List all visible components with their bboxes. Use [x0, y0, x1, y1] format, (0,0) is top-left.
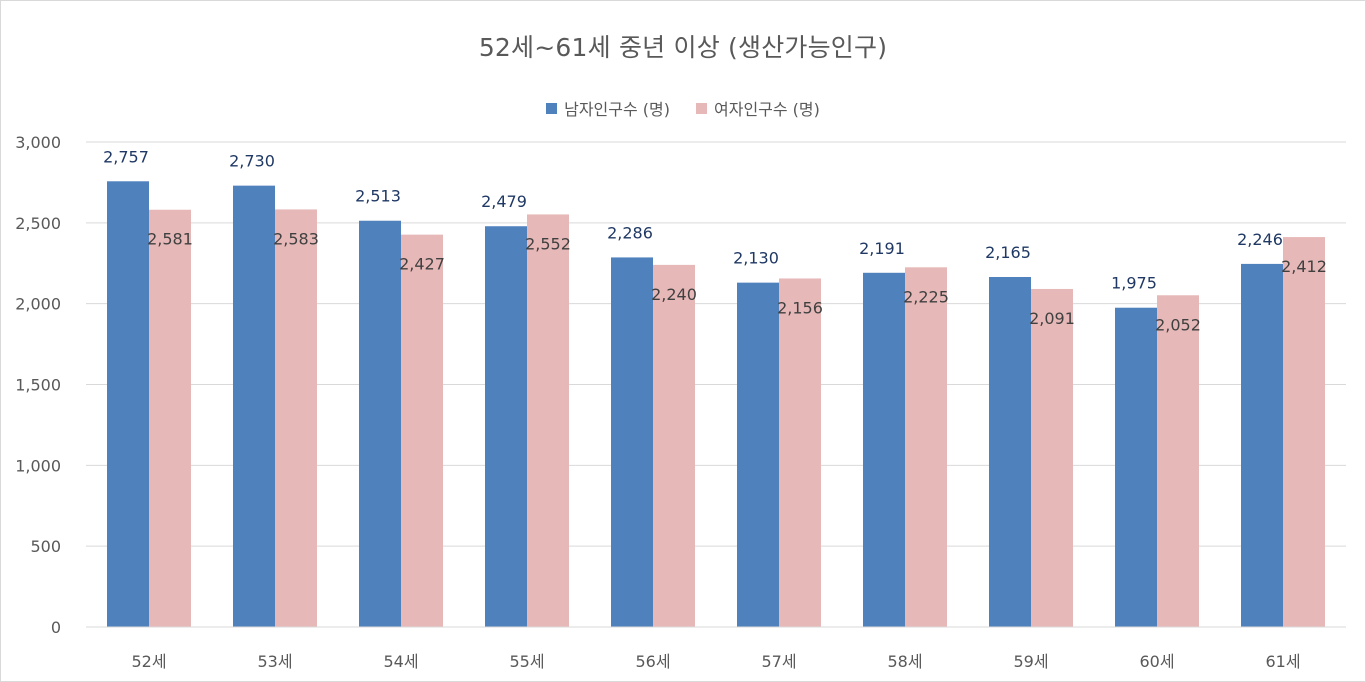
x-tick-label: 56세 [635, 652, 670, 671]
chart-title: 52세~61세 중년 이상 (생산가능인구) [478, 33, 888, 62]
data-label-male: 2,730 [229, 152, 275, 171]
x-tick-label: 60세 [1139, 652, 1174, 671]
bar-male [1241, 263, 1283, 627]
x-tick-label: 54세 [383, 652, 418, 671]
x-tick-label: 57세 [761, 652, 796, 671]
bar-female [779, 278, 821, 627]
data-label-male: 2,286 [607, 223, 653, 242]
legend-label-male: 남자인구수 (명) [564, 100, 670, 119]
bar-male [233, 185, 275, 627]
data-label-male: 2,513 [355, 187, 401, 206]
y-tick-label: 1,000 [15, 456, 61, 475]
bar-male [1115, 307, 1157, 627]
data-label-female: 2,412 [1281, 257, 1327, 276]
chart-legend: 남자인구수 (명) 여자인구수 (명) [0, 96, 1366, 120]
bar-male [863, 272, 905, 627]
data-label-female: 2,225 [903, 287, 949, 306]
data-label-female: 2,583 [273, 229, 319, 248]
data-label-male: 2,130 [733, 249, 779, 268]
bar-female [275, 209, 317, 628]
x-tick-label: 59세 [1013, 652, 1048, 671]
x-tick-label: 61세 [1265, 652, 1300, 671]
data-label-female: 2,427 [399, 255, 445, 274]
data-label-female: 2,240 [651, 285, 697, 304]
bar-female [527, 214, 569, 627]
x-tick-label: 55세 [509, 652, 544, 671]
bar-female [905, 267, 947, 627]
legend-swatch-female [696, 102, 707, 114]
bar-male [737, 282, 779, 627]
legend-label-female: 여자인구수 (명) [714, 100, 820, 119]
y-tick-label: 0 [51, 618, 61, 637]
y-tick-label: 2,500 [15, 214, 61, 233]
data-label-female: 2,156 [777, 298, 823, 317]
data-label-female: 2,052 [1155, 315, 1201, 334]
y-tick-label: 3,000 [15, 133, 61, 152]
bar-male [485, 226, 527, 627]
legend-swatch-male [546, 102, 558, 114]
x-tick-label: 58세 [887, 652, 922, 671]
legend-item-male: 남자인구수 (명) [546, 96, 670, 120]
bar-female [653, 264, 695, 627]
legend-item-female: 여자인구수 (명) [696, 96, 820, 120]
bar-female [1283, 237, 1325, 627]
data-label-male: 2,246 [1237, 230, 1283, 249]
data-label-female: 2,091 [1029, 309, 1075, 328]
bar-male [611, 257, 653, 627]
data-label-male: 2,191 [859, 239, 905, 258]
bar-male [107, 181, 149, 627]
y-tick-label: 500 [30, 537, 61, 556]
bar-male [989, 276, 1031, 627]
data-label-male: 2,165 [985, 243, 1031, 262]
data-label-male: 1,975 [1111, 274, 1157, 293]
data-label-male: 2,479 [481, 192, 527, 211]
bar-female [401, 234, 443, 627]
data-label-female: 2,581 [147, 230, 193, 249]
y-tick-label: 2,000 [15, 295, 61, 314]
x-tick-label: 52세 [131, 652, 166, 671]
bar-male [359, 220, 401, 627]
bar-female [1031, 288, 1073, 627]
data-label-male: 2,757 [103, 147, 149, 166]
x-tick-label: 53세 [257, 652, 292, 671]
y-tick-label: 1,500 [15, 376, 61, 395]
data-label-female: 2,552 [525, 234, 571, 253]
bar-female [149, 209, 191, 627]
bar-female [1157, 295, 1199, 627]
